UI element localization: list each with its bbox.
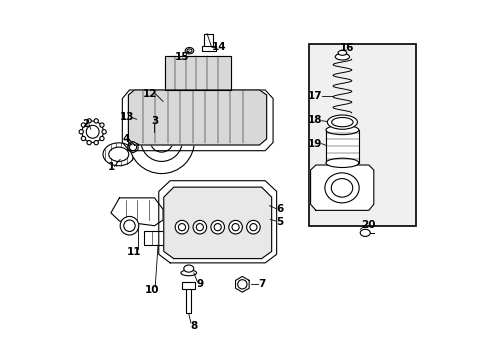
Text: 12: 12 bbox=[142, 89, 157, 99]
Text: 7: 7 bbox=[258, 279, 265, 289]
Polygon shape bbox=[165, 56, 230, 90]
Polygon shape bbox=[111, 198, 163, 226]
Ellipse shape bbox=[331, 117, 352, 127]
Bar bbox=[186, 288, 191, 313]
Ellipse shape bbox=[228, 220, 242, 234]
Text: 3: 3 bbox=[150, 116, 158, 126]
Ellipse shape bbox=[325, 158, 358, 167]
Text: 5: 5 bbox=[275, 217, 283, 227]
Ellipse shape bbox=[94, 119, 98, 123]
Ellipse shape bbox=[129, 144, 136, 151]
Ellipse shape bbox=[178, 224, 185, 231]
Ellipse shape bbox=[181, 270, 196, 276]
Text: 11: 11 bbox=[127, 247, 142, 257]
Ellipse shape bbox=[196, 224, 203, 231]
Ellipse shape bbox=[326, 115, 357, 129]
Ellipse shape bbox=[108, 147, 128, 161]
Text: 19: 19 bbox=[307, 139, 322, 149]
Text: 18: 18 bbox=[307, 115, 322, 125]
Ellipse shape bbox=[81, 136, 85, 141]
Text: 13: 13 bbox=[119, 112, 134, 122]
Ellipse shape bbox=[335, 54, 349, 60]
Polygon shape bbox=[159, 181, 276, 263]
Bar bbox=[204, 33, 213, 49]
Ellipse shape bbox=[237, 280, 246, 289]
Ellipse shape bbox=[120, 216, 139, 235]
Ellipse shape bbox=[193, 220, 206, 234]
Ellipse shape bbox=[231, 224, 239, 231]
Ellipse shape bbox=[100, 123, 104, 127]
Text: 1: 1 bbox=[108, 162, 115, 172]
Text: 15: 15 bbox=[174, 52, 189, 62]
Bar bbox=[308, 44, 415, 226]
Text: 6: 6 bbox=[275, 204, 283, 214]
Ellipse shape bbox=[175, 220, 188, 234]
Text: 4: 4 bbox=[122, 134, 130, 144]
Ellipse shape bbox=[246, 220, 260, 234]
Ellipse shape bbox=[82, 121, 103, 143]
Ellipse shape bbox=[210, 220, 224, 234]
Polygon shape bbox=[310, 165, 373, 210]
Bar bbox=[201, 46, 216, 51]
Ellipse shape bbox=[214, 224, 221, 231]
Polygon shape bbox=[163, 187, 271, 258]
Text: 20: 20 bbox=[361, 220, 375, 230]
Text: 17: 17 bbox=[307, 91, 322, 101]
Ellipse shape bbox=[360, 229, 369, 237]
Ellipse shape bbox=[331, 179, 352, 197]
Text: 14: 14 bbox=[212, 42, 226, 52]
Ellipse shape bbox=[324, 173, 358, 203]
Bar bbox=[143, 231, 182, 245]
Ellipse shape bbox=[102, 130, 106, 134]
Text: 9: 9 bbox=[196, 279, 203, 289]
Ellipse shape bbox=[87, 140, 91, 145]
Bar bbox=[325, 130, 358, 163]
Ellipse shape bbox=[79, 130, 83, 134]
Polygon shape bbox=[122, 90, 272, 151]
Text: 8: 8 bbox=[190, 321, 197, 331]
Ellipse shape bbox=[100, 136, 104, 141]
Text: 16: 16 bbox=[340, 43, 354, 53]
Ellipse shape bbox=[150, 129, 173, 152]
Ellipse shape bbox=[128, 108, 194, 174]
Text: 2: 2 bbox=[82, 118, 89, 129]
Ellipse shape bbox=[123, 220, 135, 231]
Ellipse shape bbox=[141, 120, 182, 161]
Ellipse shape bbox=[186, 49, 192, 53]
Polygon shape bbox=[128, 90, 266, 145]
Ellipse shape bbox=[185, 48, 193, 54]
Text: 10: 10 bbox=[144, 285, 159, 295]
Ellipse shape bbox=[86, 125, 99, 138]
Ellipse shape bbox=[81, 123, 85, 127]
Ellipse shape bbox=[183, 265, 193, 272]
Ellipse shape bbox=[94, 140, 98, 145]
Ellipse shape bbox=[325, 125, 358, 135]
Bar bbox=[182, 282, 195, 289]
Ellipse shape bbox=[87, 119, 91, 123]
Ellipse shape bbox=[103, 143, 134, 166]
Ellipse shape bbox=[249, 224, 257, 231]
Ellipse shape bbox=[337, 50, 346, 55]
